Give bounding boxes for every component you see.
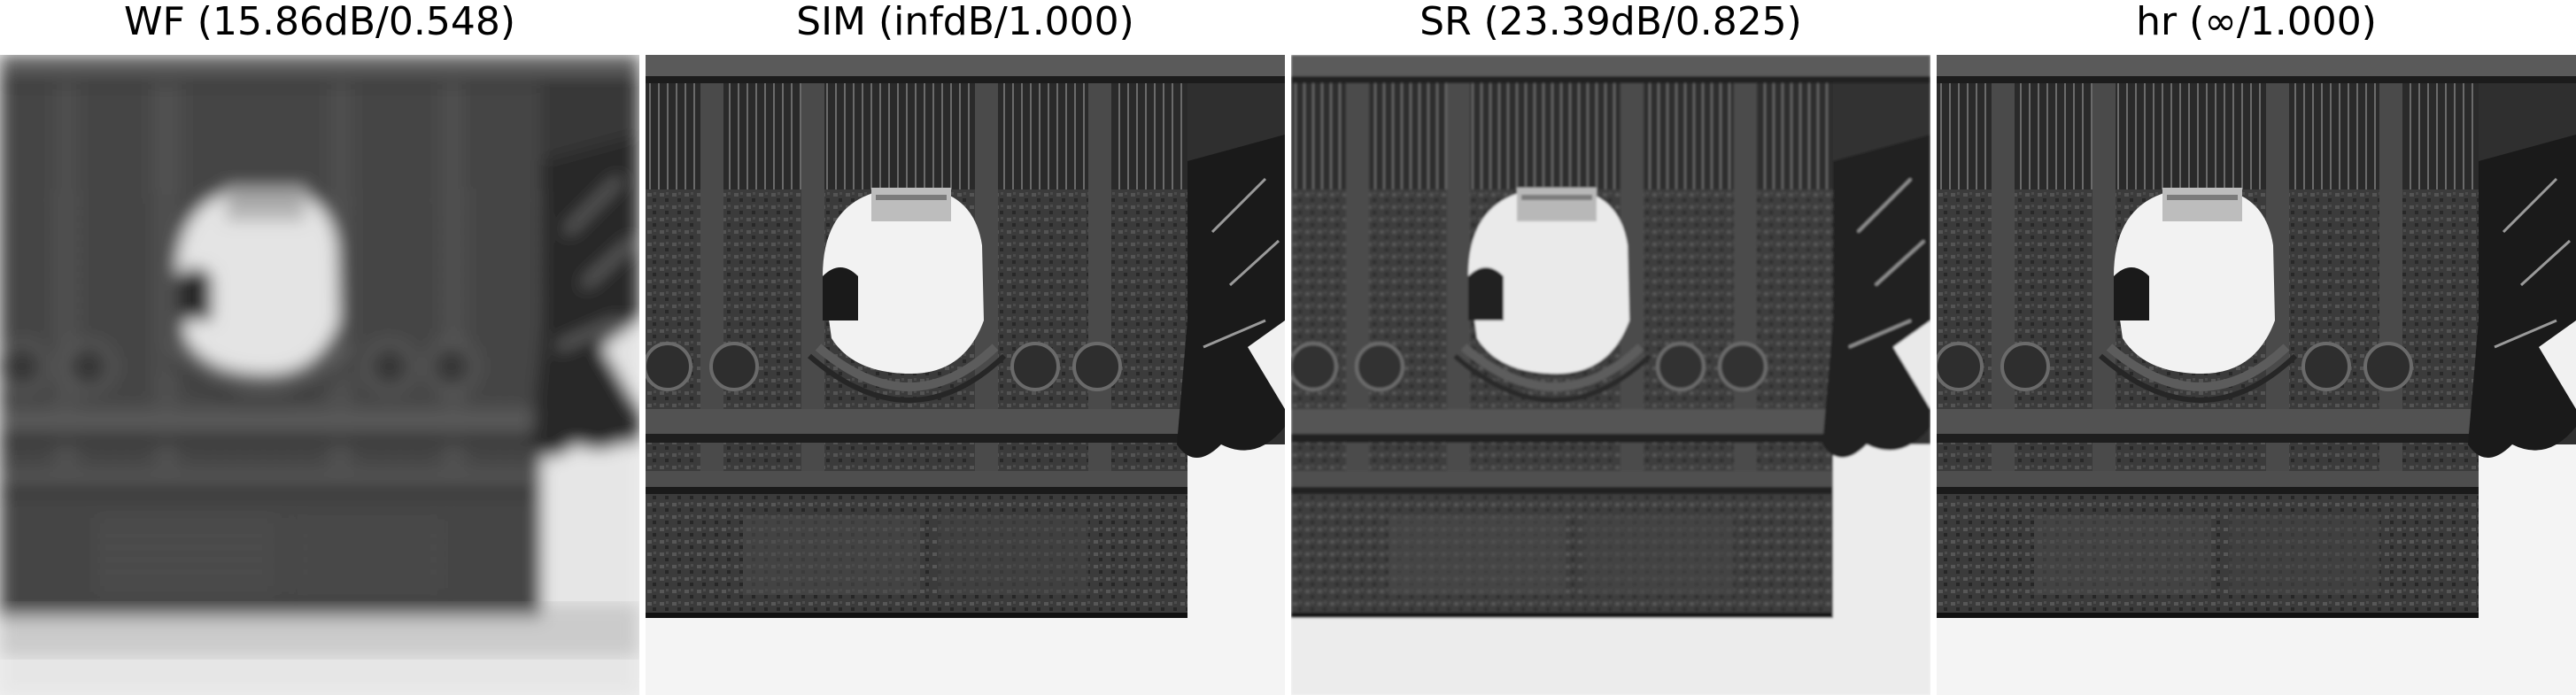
panel-title-wf: WF (15.86dB/0.548) <box>124 0 515 44</box>
panel-hr: hr (∞/1.000) <box>1937 0 2576 695</box>
image-wf <box>0 55 639 695</box>
panel-title-sim: SIM (infdB/1.000) <box>796 0 1134 44</box>
panel-wf: WF (15.86dB/0.548) <box>0 0 639 695</box>
panel-sr: SR (23.39dB/0.825) <box>1291 0 1930 695</box>
image-hr <box>1937 55 2576 695</box>
panel-sim: SIM (infdB/1.000) <box>646 0 1285 695</box>
image-sr <box>1291 55 1930 695</box>
panel-title-sr: SR (23.39dB/0.825) <box>1420 0 1802 44</box>
panel-title-hr: hr (∞/1.000) <box>2136 0 2377 44</box>
image-sim <box>646 55 1285 695</box>
